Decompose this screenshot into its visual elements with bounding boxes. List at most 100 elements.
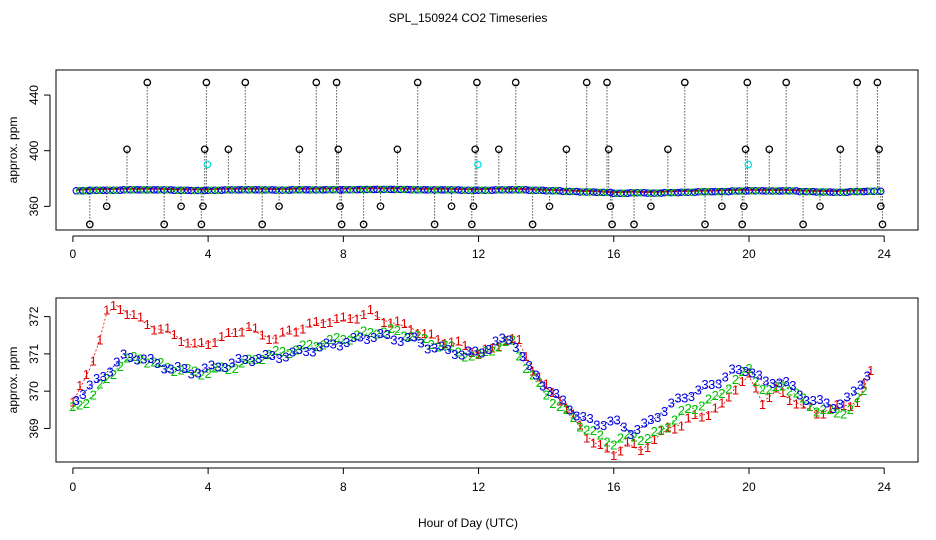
series-2-marker: 2 [448, 339, 455, 354]
spike-point [511, 78, 520, 87]
spike-point [494, 145, 503, 154]
series-2-marker: 2 [428, 337, 435, 352]
series-2-marker: 2 [610, 438, 617, 453]
series-3-marker: 3 [147, 351, 154, 366]
series-2-marker: 2 [684, 401, 691, 416]
spike-point [630, 220, 638, 229]
spike-point [873, 78, 882, 87]
series-1-marker: 1 [732, 382, 739, 397]
series-2-marker: 2 [637, 433, 644, 448]
series-1-marker: 1 [123, 307, 130, 322]
series-1-marker: 1 [340, 310, 347, 325]
series-3-marker: 3 [154, 356, 161, 371]
series-1-marker: 1 [813, 407, 820, 422]
series-1-marker: 1 [313, 314, 320, 329]
bottom-y-tick-label: 371 [27, 344, 41, 364]
series-1-marker: 1 [232, 325, 239, 340]
series-3-marker: 3 [79, 387, 86, 402]
series-2-marker: 2 [543, 388, 550, 403]
series-3-marker: 3 [526, 358, 533, 373]
spike-point [582, 78, 591, 87]
series-2-marker: 2 [482, 344, 489, 359]
series-3-marker: 3 [336, 338, 343, 353]
series-3-marker: 3 [235, 351, 242, 366]
series-2-marker: 2 [799, 391, 806, 406]
series-3-marker: 3 [499, 330, 506, 345]
spike-point [430, 220, 439, 229]
series-2-marker: 2 [157, 355, 164, 370]
series-1-marker: 1 [103, 302, 110, 317]
bottom-x-tick-label: 16 [607, 480, 621, 494]
top-x-tick-label: 12 [472, 247, 486, 261]
series-1-marker: 1 [428, 326, 435, 341]
series-1-marker: 1 [387, 316, 394, 331]
series-3-marker: 3 [546, 384, 553, 399]
spike-point [200, 145, 209, 154]
series-3-marker: 3 [661, 404, 668, 419]
series-2-marker: 2 [820, 402, 827, 417]
series-2-marker: 2 [840, 406, 847, 421]
series-3-marker: 3 [357, 330, 364, 345]
series-2-marker: 2 [712, 388, 719, 403]
series-2-marker: 2 [502, 334, 509, 349]
series-1-marker: 1 [319, 316, 326, 331]
series-2-marker: 2 [691, 402, 698, 417]
series-3-marker: 3 [850, 384, 857, 399]
series-1-marker: 1 [346, 311, 353, 326]
bottom-y-axis-label: approx. ppm [6, 347, 20, 414]
spike-point [197, 220, 206, 229]
spike-point [878, 220, 887, 229]
series-1-marker: 1 [860, 377, 867, 392]
series-2-marker: 2 [678, 403, 685, 418]
series-3-marker: 3 [397, 334, 404, 349]
series-2-marker: 2 [475, 347, 482, 362]
series-3-marker: 3 [789, 378, 796, 393]
series-3-marker: 3 [580, 409, 587, 424]
series-3-marker: 3 [296, 342, 303, 357]
series-3-marker: 3 [776, 375, 783, 390]
series-2-marker: 2 [96, 377, 103, 392]
series-1-marker: 1 [671, 421, 678, 436]
series-3-marker: 3 [668, 396, 675, 411]
series-3-marker: 3 [269, 348, 276, 363]
top-x-tick-label: 4 [205, 247, 212, 261]
series-3-marker: 3 [424, 341, 431, 356]
series-2-marker: 2 [671, 412, 678, 427]
spike-point [741, 145, 750, 154]
series-1-marker: 1 [191, 336, 198, 351]
series-1-marker: 1 [455, 334, 462, 349]
spike-point [604, 145, 613, 154]
series-3-marker: 3 [106, 364, 113, 379]
series-1-marker: 1 [76, 378, 83, 393]
spike-point [359, 220, 368, 229]
series-1-marker: 1 [421, 326, 428, 341]
series-1-marker: 1 [752, 381, 759, 396]
series-1-marker: 1 [556, 394, 563, 409]
series-1-marker: 1 [69, 394, 76, 409]
series-1-marker: 1 [198, 335, 205, 350]
series-3-marker: 3 [607, 414, 614, 429]
series-2-marker: 2 [522, 361, 529, 376]
series-3-marker: 3 [93, 371, 100, 386]
series-2-marker: 2 [455, 345, 462, 360]
series-3-marker: 3 [674, 390, 681, 405]
series-3-marker: 3 [613, 412, 620, 427]
spike-point [393, 145, 402, 154]
series-3-marker: 3 [553, 386, 560, 401]
series-3-marker: 3 [701, 377, 708, 392]
series-1-marker: 1 [495, 339, 502, 354]
spike-point [467, 220, 476, 229]
series-3-marker: 3 [654, 410, 661, 425]
series-1-marker: 1 [806, 399, 813, 414]
series-1-marker: 1 [488, 341, 495, 356]
series-2-marker: 2 [766, 382, 773, 397]
series-2-marker: 2 [536, 375, 543, 390]
series-3-marker: 3 [722, 370, 729, 385]
spike-point [102, 202, 111, 211]
series-2-marker: 2 [468, 349, 475, 364]
series-3-marker: 3 [228, 356, 235, 371]
series-2-marker: 2 [299, 337, 306, 352]
series-1-marker: 1 [380, 315, 387, 330]
series-3-marker: 3 [161, 361, 168, 376]
spike-point [876, 202, 885, 211]
